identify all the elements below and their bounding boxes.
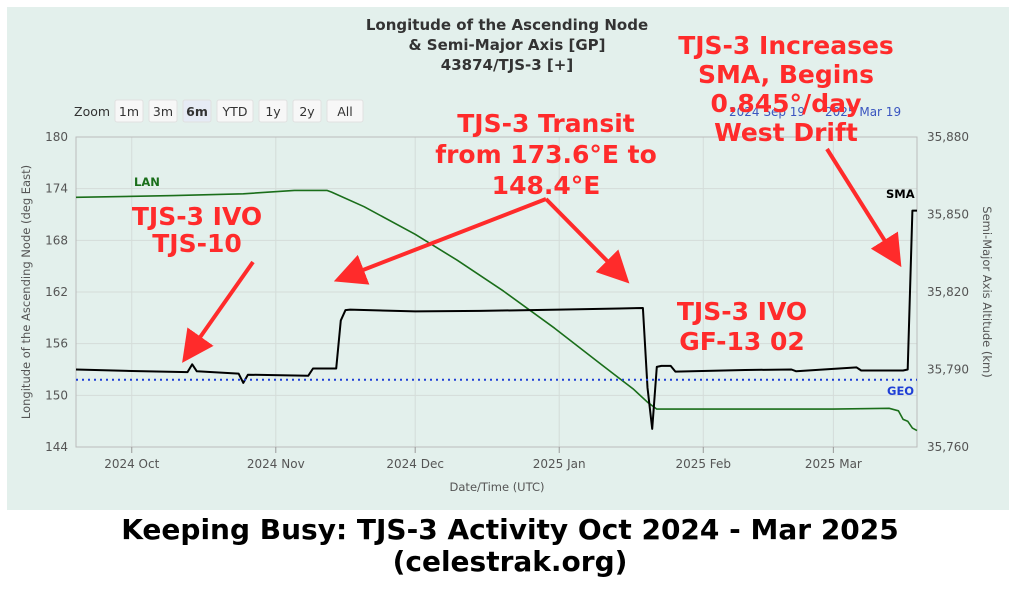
y-right-tick-label: 35,880 — [927, 130, 969, 144]
y-left-tick-label: 144 — [45, 440, 68, 454]
annotation-transit: TJS-3 Transit from 173.6°E to 148.4°E — [435, 109, 657, 200]
y-axis-left-label: Longitude of the Ascending Node (deg Eas… — [19, 165, 33, 419]
y-right-tick-label: 35,820 — [927, 285, 969, 299]
chart-svg: Longitude of the Ascending Node & Semi-M… — [19, 16, 994, 494]
y-left-tick-label: 180 — [45, 130, 68, 144]
plot-border — [75, 136, 918, 448]
y-left-tick-label: 168 — [45, 233, 68, 247]
x-tick-label: 2025 Mar — [805, 457, 862, 471]
svg-text:3m: 3m — [153, 104, 173, 119]
svg-text:TJS-3 Transit: TJS-3 Transit — [457, 109, 635, 138]
series-lan — [75, 189, 918, 432]
range-to-label: 2025 Mar 19 — [825, 105, 901, 119]
zoom-button-6m[interactable]: 6m — [182, 99, 212, 123]
zoom-button-3m[interactable]: 3m — [148, 99, 178, 123]
y-right-tick-label: 35,790 — [927, 363, 969, 377]
svg-text:West Drift: West Drift — [714, 118, 858, 147]
y-left-tick-label: 156 — [45, 337, 68, 351]
y-left-tick-label: 150 — [45, 388, 68, 402]
series-label-lan: LAN — [134, 175, 160, 189]
y-axis-right: 35,760 35,790 35,820 35,850 35,880 — [927, 130, 969, 454]
chart-title-line-2: & Semi-Major Axis [GP] — [409, 36, 606, 54]
zoom-bar: Zoom 1m 3m 6m YTD 1y 2y All — [74, 99, 364, 123]
annotation-gf13: TJS-3 IVO GF-13 02 — [677, 297, 807, 356]
y-right-tick-label: 35,760 — [927, 440, 969, 454]
x-tick-label: 2025 Feb — [675, 457, 731, 471]
series-label-sma: SMA — [886, 187, 915, 201]
caption-line-2: (celestrak.org) — [392, 545, 628, 578]
svg-text:2y: 2y — [299, 104, 315, 119]
arrow-tjs10 — [182, 260, 255, 363]
svg-text:YTD: YTD — [222, 104, 248, 119]
chart-title-line-1: Longitude of the Ascending Node — [366, 16, 648, 34]
y-axis-left: 144 150 156 162 168 174 180 — [45, 130, 68, 454]
arrow-transit-start — [333, 197, 547, 285]
svg-text:6m: 6m — [186, 104, 208, 119]
svg-text:148.4°E: 148.4°E — [492, 171, 601, 200]
caption-line-1: Keeping Busy: TJS-3 Activity Oct 2024 - … — [121, 513, 899, 546]
x-axis: 2024 Oct 2024 Nov 2024 Dec 2025 Jan 2025 Feb… — [104, 447, 862, 471]
series-layer — [75, 189, 918, 432]
caption: Keeping Busy: TJS-3 Activity Oct 2024 - … — [0, 514, 1020, 578]
zoom-label: Zoom — [74, 104, 110, 119]
zoom-button-all[interactable]: All — [326, 99, 364, 123]
svg-text:GF-13 02: GF-13 02 — [679, 327, 805, 356]
arrow-transit-end — [544, 197, 630, 284]
y-left-tick-label: 174 — [45, 182, 68, 196]
svg-text:TJS-3 Increases: TJS-3 Increases — [678, 31, 894, 60]
zoom-button-1y[interactable]: 1y — [258, 99, 288, 123]
annotation-tjs10: TJS-3 IVO TJS-10 — [132, 202, 262, 258]
svg-text:SMA, Begins: SMA, Begins — [698, 60, 874, 89]
zoom-button-2y[interactable]: 2y — [292, 99, 322, 123]
y-axis-right-label: Semi-Major Axis Altitude (km) — [980, 206, 994, 377]
svg-text:1m: 1m — [119, 104, 139, 119]
y-left-tick-label: 162 — [45, 285, 68, 299]
svg-text:0.845°/day: 0.845°/day — [710, 89, 861, 118]
zoom-button-1m[interactable]: 1m — [114, 99, 144, 123]
svg-text:from 173.6°E to: from 173.6°E to — [435, 140, 657, 169]
annotation-sma-increase: TJS-3 Increases SMA, Begins 0.845°/day W… — [678, 31, 894, 147]
svg-text:TJS-3 IVO: TJS-3 IVO — [677, 297, 807, 326]
y-right-tick-label: 35,850 — [927, 208, 969, 222]
x-tick-label: 2024 Nov — [247, 457, 305, 471]
x-tick-label: 2025 Jan — [533, 457, 586, 471]
svg-text:TJS-10: TJS-10 — [152, 229, 242, 258]
svg-text:TJS-3 IVO: TJS-3 IVO — [132, 202, 262, 231]
range-from-label: 2024 Sep 19 — [729, 105, 805, 119]
x-tick-label: 2024 Oct — [104, 457, 159, 471]
arrow-sma-increase — [825, 147, 902, 268]
series-sma — [75, 209, 917, 430]
chart-title-line-3: 43874/TJS-3 [+] — [441, 56, 573, 74]
x-axis-label: Date/Time (UTC) — [450, 480, 545, 494]
x-tick-label: 2024 Dec — [386, 457, 444, 471]
svg-text:1y: 1y — [265, 104, 281, 119]
series-label-geo: GEO — [887, 384, 914, 398]
svg-text:All: All — [337, 104, 353, 119]
zoom-button-ytd[interactable]: YTD — [216, 99, 254, 123]
chart-panel: Longitude of the Ascending Node & Semi-M… — [7, 7, 1009, 510]
